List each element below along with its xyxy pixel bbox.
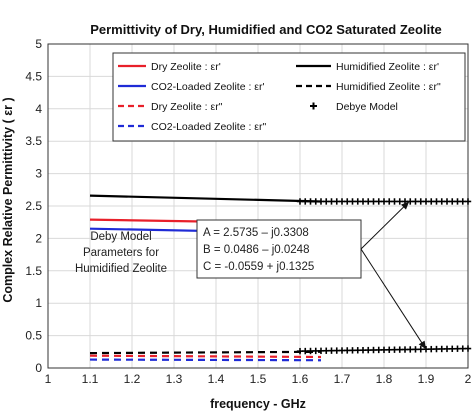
legend-label: CO2-Loaded Zeolite : εr' bbox=[151, 81, 265, 93]
x-tick-label: 1.1 bbox=[82, 372, 99, 386]
debye-marker bbox=[464, 345, 472, 352]
legend-item-5: Humidified Zeolite : εr" bbox=[296, 81, 441, 93]
parameter-b: B = 0.0486 – j0.0248 bbox=[203, 244, 309, 256]
annotation-label-line-3: Humidified Zeolite bbox=[75, 263, 167, 275]
legend-item-4: Humidified Zeolite : εr' bbox=[296, 61, 439, 73]
parameter-c: C = -0.0559 + j0.1325 bbox=[203, 261, 314, 273]
annotation-label-line-2: Parameters for bbox=[83, 247, 159, 259]
legend-label: Humidified Zeolite : εr' bbox=[336, 61, 439, 73]
y-tick-label: 4 bbox=[35, 102, 42, 116]
y-tick-label: 0 bbox=[35, 361, 42, 375]
legend-label: Dry Zeolite : εr" bbox=[151, 101, 223, 113]
plot-frame bbox=[47, 43, 469, 369]
legend-label: CO2-Loaded Zeolite : εr" bbox=[151, 121, 266, 133]
legend-item-1: CO2-Loaded Zeolite : εr' bbox=[118, 81, 265, 93]
y-tick-label: 0.5 bbox=[25, 329, 42, 343]
x-tick-label: 2 bbox=[465, 372, 472, 386]
x-tick-label: 1 bbox=[45, 372, 52, 386]
legend-item-2: Dry Zeolite : εr" bbox=[118, 101, 223, 113]
x-tick-label: 1.3 bbox=[166, 372, 183, 386]
series-line-4 bbox=[89, 194, 322, 203]
arrow-line-1 bbox=[360, 248, 427, 350]
legend-label: Dry Zeolite : εr' bbox=[151, 61, 221, 73]
debye-markers bbox=[296, 198, 472, 355]
series-line-2 bbox=[89, 354, 322, 359]
arrow-head-1 bbox=[418, 340, 426, 350]
y-tick-label: 1 bbox=[35, 296, 42, 310]
arrow-head-0 bbox=[401, 201, 410, 210]
legend-box bbox=[112, 52, 466, 142]
legend-item-3: CO2-Loaded Zeolite : εr" bbox=[118, 121, 266, 133]
chart-title: Permittivity of Dry, Humidified and CO2 … bbox=[90, 22, 442, 37]
parameter-box bbox=[196, 219, 362, 279]
x-tick-label: 1.8 bbox=[376, 372, 393, 386]
annotation-arrows bbox=[360, 201, 427, 350]
x-tick-label: 1.6 bbox=[292, 372, 309, 386]
y-tick-label: 3 bbox=[35, 167, 42, 181]
series-line-3 bbox=[89, 358, 322, 362]
series-line-5 bbox=[89, 350, 322, 355]
debye-marker bbox=[464, 198, 472, 205]
x-tick-label: 1.9 bbox=[418, 372, 435, 386]
arrow-line-0 bbox=[360, 201, 410, 250]
legend-item-0: Dry Zeolite : εr' bbox=[118, 61, 221, 73]
x-tick-label: 1.2 bbox=[124, 372, 141, 386]
x-tick-label: 1.7 bbox=[334, 372, 351, 386]
y-tick-label: 5 bbox=[35, 37, 42, 51]
y-axis-ticks: 0 0.5 1 1.5 2 2.5 3 3.5 4 4.5 5 bbox=[25, 37, 42, 375]
x-axis-ticks: 1 1.1 1.2 1.3 1.4 1.5 1.6 1.7 1.8 1.9 2 bbox=[45, 372, 472, 386]
y-axis-label: Complex Relative Permittivity ( εr ) bbox=[1, 97, 15, 302]
y-tick-label: 1.5 bbox=[25, 264, 42, 278]
y-tick-label: 2.5 bbox=[25, 199, 42, 213]
legend-label: Debye Model bbox=[336, 101, 398, 113]
y-tick-label: 4.5 bbox=[25, 69, 42, 83]
legend-label: Humidified Zeolite : εr" bbox=[336, 81, 441, 93]
x-axis-label: frequency - GHz bbox=[210, 397, 306, 411]
legend-item-6: Debye Model bbox=[310, 101, 398, 113]
annotation: Deby Model Parameters for Humidified Zeo… bbox=[75, 201, 427, 350]
parameter-a: A = 2.5735 – j0.3308 bbox=[203, 227, 309, 239]
y-tick-label: 2 bbox=[35, 231, 42, 245]
annotation-label-line-1: Deby Model bbox=[90, 231, 151, 243]
legend: Dry Zeolite : εr' CO2-Loaded Zeolite : εr… bbox=[112, 52, 466, 142]
x-tick-label: 1.4 bbox=[208, 372, 225, 386]
y-tick-label: 3.5 bbox=[25, 134, 42, 148]
x-tick-label: 1.5 bbox=[250, 372, 267, 386]
